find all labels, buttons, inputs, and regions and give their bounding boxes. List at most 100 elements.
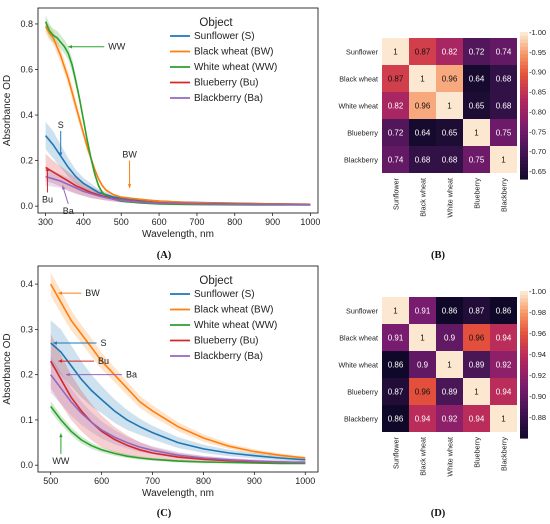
heatmap-b-cell-2-4 — [490, 92, 517, 119]
chart-a-xtick-label: 600 — [152, 217, 167, 227]
heatmap-b-colorbar-segment — [520, 68, 528, 74]
heatmap-b-colorbar-segment — [520, 35, 528, 40]
heatmap-d-cell-value-4-0: 0.86 — [388, 415, 404, 424]
heatmap-b-colorbar-segment — [520, 171, 528, 176]
heatmap-b-cell-1-2 — [436, 65, 463, 92]
heatmap-b-colorbar-segment — [520, 138, 528, 143]
chart-a-xtick-label: 400 — [76, 217, 91, 227]
chart-a-legend-label-blueberry-bu: Blueberry (Bu) — [194, 78, 258, 89]
chart-c-legend-title: Object — [199, 275, 233, 287]
heatmap-d-colorbar-segment — [520, 408, 528, 413]
heatmap-b-colorbar-segment — [520, 90, 528, 96]
heatmap-d-cell-2-2 — [436, 351, 463, 378]
heatmap-b-cell-3-1 — [409, 119, 436, 146]
chart-a-annotation-ba: Ba — [63, 206, 74, 216]
heatmap-d-colorbar-segment — [520, 346, 528, 351]
heatmap-d-colorbar-segment — [520, 393, 528, 399]
heatmap-b-colorbar-segment — [520, 105, 528, 110]
heatmap-d-colorbar-tick: -0.90 — [529, 392, 546, 401]
heatmap-d-colorbar-segment — [520, 357, 528, 362]
heatmap-b-colorbar-segment — [520, 112, 528, 118]
heatmap-d-colorbar-segment — [520, 371, 528, 377]
heatmap-d-colorbar-segment — [520, 430, 528, 435]
heatmap-d-colorbar-segment — [520, 324, 528, 329]
chart-c-xtick-label: 600 — [94, 476, 109, 486]
heatmap-d-colorbar-segment — [520, 302, 528, 307]
heatmap-d-cell-0-4 — [490, 297, 517, 324]
heatmap-b-colorbar-tick: -1.00 — [529, 28, 546, 37]
heatmap-b-colorbar-tick: -0.90 — [529, 68, 546, 77]
chart-a-ytick-label: 0.4 — [20, 110, 33, 120]
heatmap-d-colorbar-segment — [520, 309, 528, 314]
heatmap-b-cell-4-1 — [409, 146, 436, 173]
chart-c-annotation-ww: WW — [52, 456, 69, 466]
chart-c-xtick-label: 900 — [247, 476, 262, 486]
heatmap-b-colorbar-segment — [520, 61, 528, 66]
heatmap-d-colorbar-segment — [520, 368, 528, 373]
heatmap-b-cell-3-0 — [382, 119, 409, 146]
chart-a-ytick-label: 0.8 — [20, 19, 33, 29]
heatmap-b-colorbar-tick: -0.65 — [529, 167, 546, 176]
heatmap-d-colorbar-segment — [520, 382, 528, 388]
heatmap-b-cell-value-3-2: 0.65 — [442, 129, 458, 138]
heatmap-b-cell-3-3 — [463, 119, 490, 146]
chart-c-annotation-bu: Bu — [98, 356, 109, 366]
chart-a-annotation-ww: WW — [108, 42, 125, 52]
heatmap-b-cell-value-2-0: 0.82 — [388, 102, 404, 111]
heatmap-d-colorbar-segment — [520, 412, 528, 417]
chart-c-legend-label-blueberry-bu: Blueberry (Bu) — [194, 336, 258, 347]
heatmap-d-cell-1-1 — [409, 324, 436, 351]
heatmap-d-cell-value-1-2: 0.9 — [444, 334, 456, 343]
heatmap-d-colorbar-segment — [520, 327, 528, 333]
chart-c-line-sunflower-s — [50, 342, 306, 461]
chart-a-annotation-head-ww — [68, 45, 72, 49]
heatmap-b-col-label-black-wheat: Black wheat — [419, 178, 428, 217]
chart-c-ytick-label: 0.0 — [20, 460, 33, 470]
heatmap-b-row-label-sunflower: Sunflower — [346, 48, 379, 57]
heatmap-d-cell-value-0-0: 1 — [393, 307, 398, 316]
chart-c-line-black-wheat-bw — [50, 283, 306, 459]
chart-a-annotation-bu: Bu — [42, 195, 53, 205]
chart-c-annotation-bw: BW — [85, 288, 100, 298]
heatmap-d-colorbar-segment — [520, 331, 528, 336]
heatmap-d-colorbar-segment — [520, 415, 528, 421]
heatmap-d-cell-2-3 — [463, 351, 490, 378]
heatmap-d-col-label-blackberry: Blackberry — [500, 437, 509, 471]
heatmap-b-colorbar-segment — [520, 109, 528, 114]
chart-a-ytick-label: 0.0 — [20, 201, 33, 211]
chart-a-xtick-label: 1000 — [300, 217, 320, 227]
heatmap-b-cell-1-0 — [382, 65, 409, 92]
panel-label-a: (A) — [157, 250, 172, 261]
panel-label-b: (B) — [431, 250, 446, 261]
heatmap-d-cell-value-2-3: 0.89 — [469, 361, 485, 370]
heatmap-d-cell-value-1-3: 0.96 — [469, 334, 485, 343]
heatmap-b-cell-1-1 — [409, 65, 436, 92]
chart-c-legend-label-blackberry-ba: Blackberry (Ba) — [194, 351, 263, 362]
chart-c-band-black-wheat-bw — [50, 272, 306, 460]
heatmap-d-cell-4-4 — [490, 405, 517, 432]
heatmap-d-colorbar-segment — [520, 349, 528, 355]
heatmap-b-row-label-blueberry: Blueberry — [347, 129, 378, 138]
heatmap-d-cell-value-3-3: 1 — [474, 388, 479, 397]
heatmap-d-col-label-black-wheat: Black wheat — [419, 437, 428, 476]
heatmap-d-cell-3-3 — [463, 378, 490, 405]
heatmap-d-colorbar-segment — [520, 353, 528, 358]
heatmap-b-cell-value-4-0: 0.74 — [388, 156, 404, 165]
chart-c-annotation-head-ww — [59, 433, 63, 438]
chart-c-ytick-label: 0.4 — [20, 279, 33, 289]
heatmap-b-colorbar-segment — [520, 116, 528, 121]
heatmap-b-cell-2-1 — [409, 92, 436, 119]
heatmap-d-colorbar-segment — [520, 375, 528, 380]
chart-a-ytick-label: 0.2 — [20, 156, 33, 166]
heatmap-b-colorbar-segment — [520, 98, 528, 103]
heatmap-b-cell-value-0-1: 0.87 — [415, 48, 431, 57]
chart-a-xtick-label: 500 — [114, 217, 129, 227]
heatmap-d-cell-value-2-1: 0.9 — [417, 361, 429, 370]
chart-a-legend-label-black-wheat-bw: Black wheat (BW) — [194, 47, 273, 58]
heatmap-d-cell-3-4 — [490, 378, 517, 405]
heatmap-d-colorbar-segment — [520, 294, 528, 299]
heatmap-d-cell-value-2-2: 1 — [447, 361, 452, 370]
chart-c-band-blueberry-bu — [50, 333, 306, 464]
